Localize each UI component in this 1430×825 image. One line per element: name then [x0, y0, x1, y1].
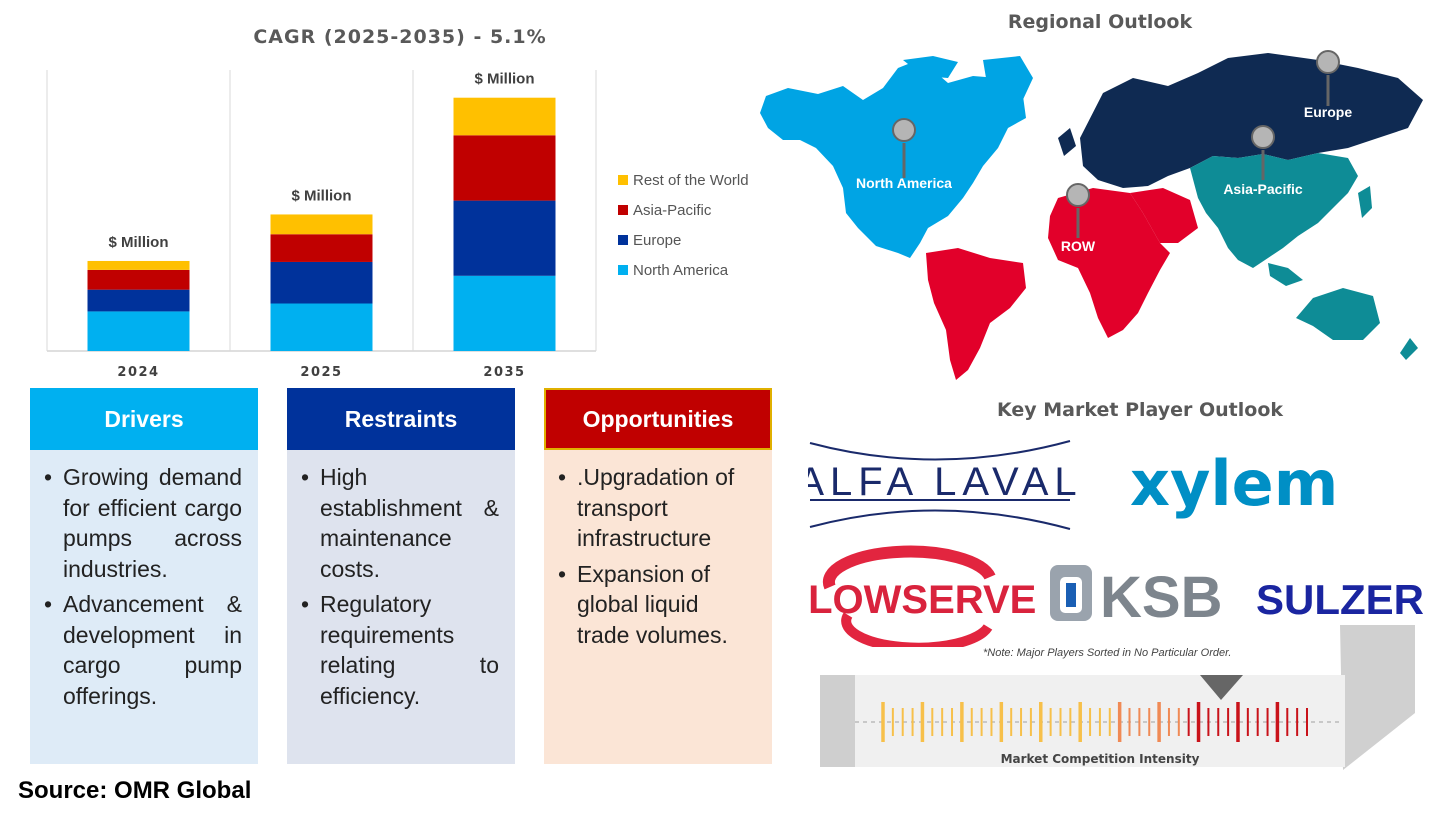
bar-segment: [453, 200, 556, 276]
world-map: North America Europe Asia-Pacific ROW: [760, 50, 1423, 380]
drivers-item: Growing demand for efficient cargo pumps…: [44, 462, 242, 584]
drivers-title: Drivers: [30, 388, 258, 450]
region-europe: [1080, 53, 1423, 188]
legend-item: Rest of the World: [618, 165, 749, 195]
opportunities-card: Opportunities .Upgradation of transport …: [544, 388, 772, 764]
player-logos: ALFA LAVAL xylem FLOWSERVE KSB SULZER: [808, 440, 1423, 647]
ksb-logo: KSB: [1050, 565, 1222, 630]
legend-swatch: [618, 175, 628, 185]
bar-data-label: $ Million: [292, 187, 352, 204]
restraints-item: Regulatory requirements relating to effi…: [301, 589, 499, 711]
bar-segment: [270, 303, 373, 351]
pin-north-america: [892, 118, 916, 178]
region-south-america: [926, 248, 1026, 380]
region-north-america: [760, 60, 1026, 258]
legend-swatch: [618, 235, 628, 245]
drivers-card: Drivers Growing demand for efficient car…: [30, 388, 258, 764]
x-tick-label: 2025: [300, 365, 342, 380]
legend-item: Asia-Pacific: [618, 195, 749, 225]
bar-segment: [270, 234, 373, 262]
x-tick-label: 2024: [117, 365, 159, 380]
bar-segment: [87, 311, 190, 351]
xylem-logo: xylem: [1130, 447, 1338, 520]
drivers-item: Advancement & development in cargo pump …: [44, 589, 242, 711]
bar-segment: [453, 97, 556, 136]
legend-label: Europe: [633, 231, 682, 249]
chart-title: CAGR (2025-2035) - 5.1%: [253, 26, 547, 48]
restraints-title: Restraints: [287, 388, 515, 450]
bar-segment: [87, 289, 190, 312]
map-label-north-america: North America: [856, 175, 952, 191]
ksb-text: KSB: [1100, 565, 1222, 630]
competition-intensity-scale: [820, 625, 1415, 770]
source-note: Source: OMR Global: [18, 777, 252, 804]
flowserve-text: FLOWSERVE: [808, 578, 1036, 622]
bar-data-label: $ Million: [475, 71, 535, 88]
legend-swatch: [618, 205, 628, 215]
intensity-ticks: [881, 702, 1308, 742]
opportunities-item: .Upgradation of transport infrastructure: [558, 462, 756, 554]
bar-segment: [453, 135, 556, 201]
map-label-asia-pacific: Asia-Pacific: [1223, 181, 1303, 197]
restraints-item: High establishment & maintenance costs.: [301, 462, 499, 584]
alfa-laval-logo: ALFA LAVAL: [808, 440, 1083, 530]
bar-segment: [87, 269, 190, 290]
sulzer-logo: SULZER: [1256, 576, 1423, 623]
opportunities-body: .Upgradation of transport infrastructure…: [544, 450, 772, 764]
legend-swatch: [618, 265, 628, 275]
bar-segment: [270, 214, 373, 235]
legend-label: North America: [633, 261, 729, 279]
map-label-europe: Europe: [1304, 104, 1352, 120]
drivers-body: Growing demand for efficient cargo pumps…: [30, 450, 258, 764]
bar-data-label: $ Million: [109, 234, 169, 251]
pin-asia-pacific: [1251, 125, 1275, 180]
legend-label: Rest of the World: [633, 171, 749, 189]
pin-row: [1066, 183, 1090, 238]
map-label-row: ROW: [1061, 238, 1096, 254]
players-title: Key Market Player Outlook: [996, 399, 1284, 421]
bar-segment: [87, 260, 190, 270]
opportunities-item: Expansion of global liquid trade volumes…: [558, 559, 756, 651]
legend-item: North America: [618, 255, 749, 285]
restraints-body: High establishment & maintenance costs. …: [287, 450, 515, 764]
opportunities-title: Opportunities: [544, 388, 772, 450]
legend-item: Europe: [618, 225, 749, 255]
region-asia-pacific: [1190, 153, 1358, 268]
alfa-laval-text: ALFA LAVAL: [808, 460, 1083, 504]
bar-chart: $ Million 2024 $ Million 2025 $ Million 2035: [46, 70, 597, 380]
chart-legend: Rest of the World Asia-Pacific Europe North…: [618, 165, 749, 285]
restraints-card: Restraints High establishment & maintena…: [287, 388, 515, 764]
bar-segment: [270, 261, 373, 304]
intensity-label: Market Competition Intensity: [1000, 752, 1200, 766]
bar-segment: [453, 275, 556, 351]
legend-label: Asia-Pacific: [633, 201, 712, 219]
players-note: *Note: Major Players Sorted in No Partic…: [983, 647, 1232, 659]
map-title: Regional Outlook: [1007, 11, 1193, 33]
pin-europe: [1316, 50, 1340, 106]
x-tick-label: 2035: [483, 365, 525, 380]
intensity-marker: [1200, 675, 1243, 700]
